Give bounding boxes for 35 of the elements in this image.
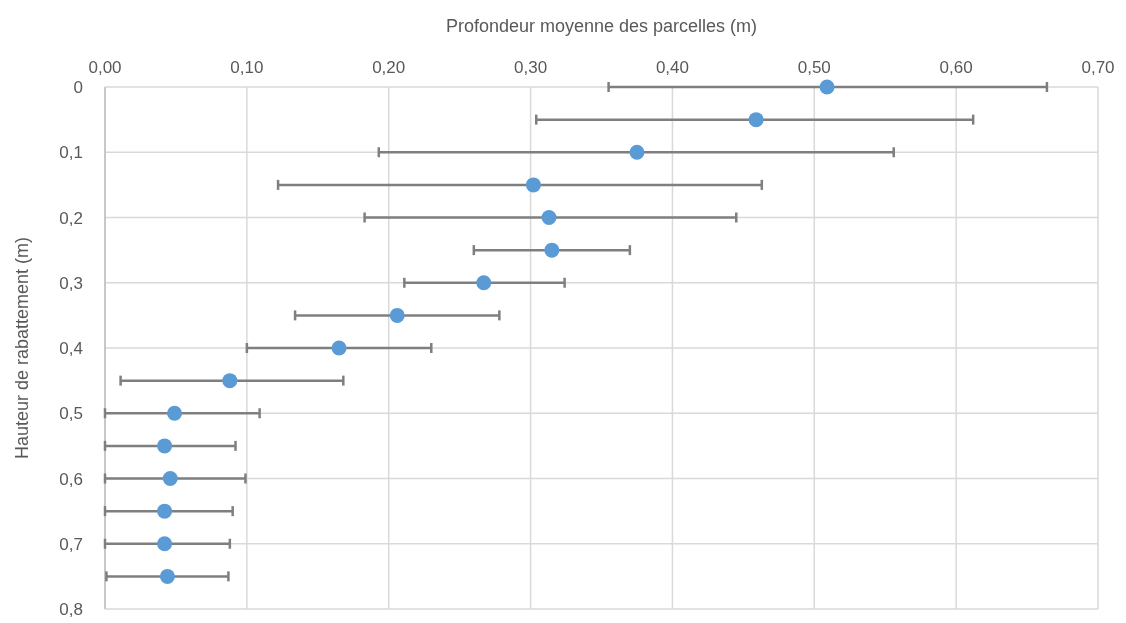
point: [541, 210, 557, 225]
point: [629, 144, 645, 160]
point: [167, 405, 183, 421]
point: [157, 438, 173, 454]
y-tick-label: 0,4: [59, 339, 83, 358]
x-tick-label: 0,50: [797, 58, 831, 77]
point: [331, 340, 347, 356]
y-tick-label: 0,2: [59, 208, 83, 228]
point: [525, 177, 541, 193]
y-tick-label: 0,1: [59, 143, 83, 163]
point: [544, 242, 560, 258]
y-tick-label: 0: [73, 78, 83, 97]
x-tick-label: 0,20: [372, 58, 406, 77]
y-tick-label: 0,7: [59, 534, 83, 554]
y-tick-label: 0,3: [59, 273, 83, 293]
y-tick-label: 0,6: [59, 469, 83, 489]
point: [162, 471, 178, 486]
point: [819, 79, 835, 95]
x-tick-label: 0,30: [514, 58, 548, 77]
y-axis-title: Hauteur de rabattement (m): [12, 236, 32, 460]
point: [157, 503, 173, 519]
point: [222, 373, 238, 389]
point: [157, 536, 173, 552]
x-tick-label: 0,60: [939, 58, 973, 77]
y-tick-label: 0,5: [59, 404, 83, 424]
point: [389, 307, 405, 323]
point: [159, 568, 175, 584]
x-tick-label: 0,40: [655, 58, 689, 77]
y-tick-label: 0,8: [59, 600, 83, 619]
x-tick-label: 0,10: [230, 58, 264, 77]
point: [476, 275, 492, 291]
x-axis-title: Profondeur moyenne des parcelles (m): [445, 16, 758, 36]
x-tick-label: 0,00: [88, 58, 122, 77]
x-tick-label: 0,70: [1081, 58, 1115, 77]
point: [748, 112, 764, 128]
